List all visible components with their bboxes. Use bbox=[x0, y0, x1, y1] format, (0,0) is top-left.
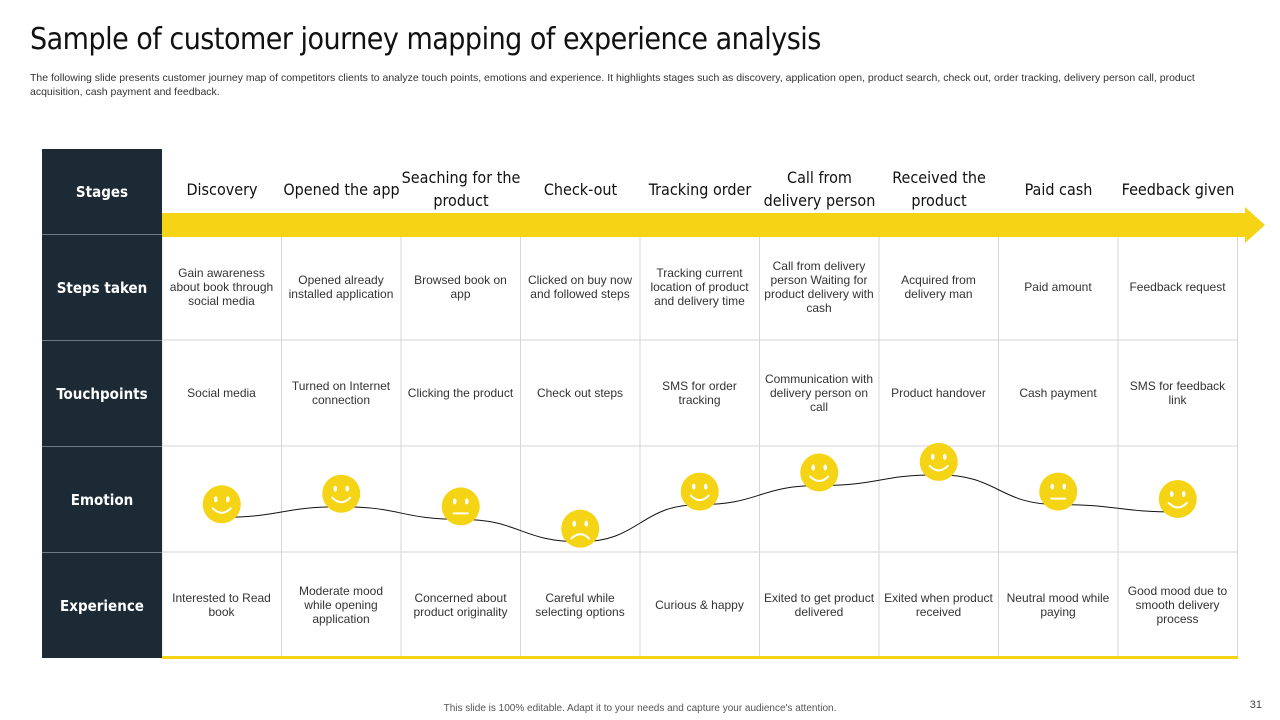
experience-cell: Concerned about product originality bbox=[413, 591, 508, 619]
steps-cell: Clicked on buy now and followed steps bbox=[527, 273, 633, 301]
touchpoint-cell: Product handover bbox=[891, 386, 986, 400]
steps-cell: Paid amount bbox=[1024, 280, 1092, 294]
row-header-stages: Stages bbox=[42, 149, 162, 234]
experience-cell: Curious & happy bbox=[655, 598, 744, 612]
touchpoint-cell: Clicking the product bbox=[407, 386, 514, 400]
experience-cell: Careful while selecting options bbox=[535, 591, 625, 619]
experience-cell: Moderate mood while opening application bbox=[298, 584, 384, 626]
experience-cell: Interested to Read book bbox=[172, 591, 271, 619]
page-number: 31 bbox=[1249, 699, 1262, 711]
row-header-steps-taken: Steps taken bbox=[42, 234, 162, 340]
touchpoint-cell: Check out steps bbox=[536, 386, 624, 400]
stage-header: Opened the app bbox=[283, 179, 400, 199]
steps-cell: Opened already installed application bbox=[288, 273, 394, 301]
touchpoint-cell: Communication with delivery person on ca… bbox=[764, 372, 874, 414]
smiley-sad-icon bbox=[561, 509, 600, 548]
touchpoint-cell: SMS for feedback link bbox=[1129, 379, 1226, 407]
stage-header: Received the product bbox=[892, 168, 986, 210]
touchpoint-cell: Social media bbox=[187, 386, 256, 400]
stage-header: Tracking order bbox=[648, 179, 752, 199]
touchpoint-cell: Cash payment bbox=[1019, 386, 1097, 400]
stage-header: Paid cash bbox=[1024, 179, 1093, 199]
touchpoint-cell: Turned on Internet connection bbox=[291, 379, 391, 407]
smiley-neutral-icon bbox=[441, 487, 480, 526]
footer-note: This slide is 100% editable. Adapt it to… bbox=[443, 703, 837, 714]
stage-header: Feedback given bbox=[1121, 179, 1235, 199]
smiley-happy-icon bbox=[919, 442, 958, 481]
experience-cell: Neutral mood while paying bbox=[1006, 591, 1110, 619]
smiley-happy-icon bbox=[322, 474, 361, 513]
experience-cell: Good mood due to smooth delivery process bbox=[1127, 584, 1228, 626]
touchpoint-cell: SMS for order tracking bbox=[662, 379, 737, 407]
stage-header: Discovery bbox=[186, 179, 258, 199]
row-header-emotion: Emotion bbox=[42, 446, 162, 552]
experience-cell: Exited to get product delivered bbox=[763, 591, 875, 619]
steps-cell: Tracking current location of product and… bbox=[650, 266, 749, 308]
stage-header: Check-out bbox=[543, 179, 618, 199]
row-header-touchpoints: Touchpoints bbox=[42, 340, 162, 446]
stage-header: Seaching for the product bbox=[401, 168, 521, 210]
smiley-happy-icon bbox=[1158, 480, 1197, 518]
steps-cell: Call from delivery person Waiting for pr… bbox=[764, 259, 874, 315]
stage-header: Call from delivery person bbox=[763, 168, 876, 210]
slide-title: Sample of customer journey mapping of ex… bbox=[30, 22, 821, 57]
steps-cell: Gain awareness about book through social… bbox=[169, 266, 274, 308]
emotion-faces bbox=[202, 442, 1197, 548]
slide-subtitle: The following slide presents customer jo… bbox=[30, 72, 1195, 98]
smiley-happy-icon bbox=[800, 453, 839, 492]
steps-cell: Feedback request bbox=[1129, 280, 1226, 294]
steps-cell: Acquired from delivery man bbox=[901, 273, 976, 301]
row-header-experience: Experience bbox=[42, 552, 162, 658]
smiley-happy-icon bbox=[680, 472, 719, 511]
steps-cell: Browsed book on app bbox=[414, 273, 507, 301]
smiley-neutral-icon bbox=[1039, 472, 1078, 511]
smiley-happy-icon bbox=[202, 485, 241, 524]
experience-cell: Exited when product received bbox=[884, 591, 993, 619]
